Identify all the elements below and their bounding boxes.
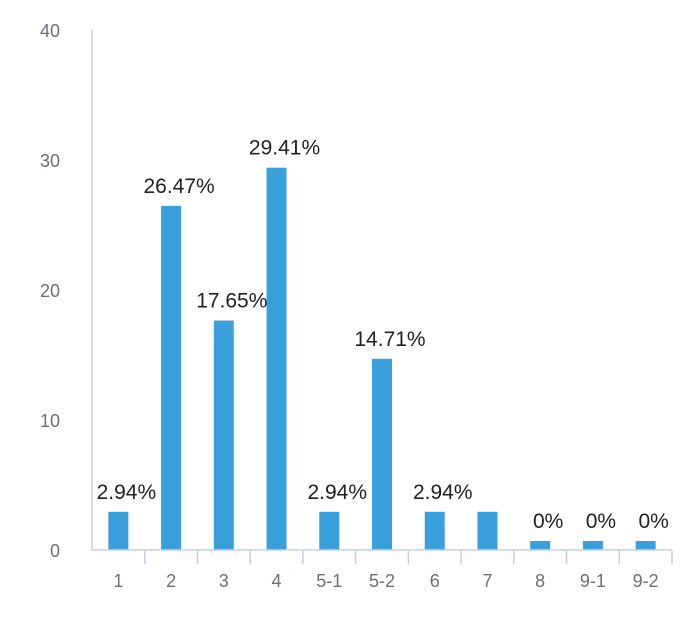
bar [108,511,129,550]
x-axis-ticks: 1 2 3 4 5-1 5-2 6 7 8 9-1 9-2 [113,550,673,591]
data-label: 2.94% [413,481,473,504]
data-label: 17.65% [196,290,267,313]
data-label: 29.41% [249,137,320,160]
bar [582,541,603,550]
x-tick-label: 7 [482,571,492,591]
bar [213,320,234,550]
x-tick-label: 9-1 [580,571,606,591]
data-label: 2.94% [307,481,367,504]
bars [108,167,656,551]
data-label: 0% [586,510,616,533]
x-tick-label: 8 [535,571,545,591]
data-labels: 2.94% 26.47% 17.65% 29.41% 2.94% 14.71% 2.94% 0… [97,137,669,533]
y-tick-label: 20 [40,281,60,301]
x-tick-label: 9-2 [633,571,659,591]
data-label: 0% [533,510,563,533]
y-tick-label: 10 [40,411,60,431]
x-tick-label: 1 [113,571,123,591]
bar [319,511,340,550]
x-tick-label: 5-2 [369,571,395,591]
x-tick-label: 5-1 [316,571,342,591]
y-tick-label: 40 [40,21,60,41]
bar [161,205,182,550]
bar [635,541,656,550]
x-tick-label: 4 [272,571,282,591]
x-tick-label: 3 [219,571,229,591]
bar [266,167,287,551]
bar [424,511,445,550]
data-label: 0% [638,510,668,533]
data-label: 26.47% [143,175,214,198]
bar [477,511,498,550]
y-tick-label: 0 [50,541,60,561]
y-axis-ticks: 0 10 20 30 40 [40,21,60,561]
x-tick-label: 2 [166,571,176,591]
data-label: 2.94% [97,481,157,504]
data-label: 14.71% [354,328,425,351]
bar [372,358,392,550]
x-tick-label: 6 [430,571,440,591]
bar [530,541,551,550]
y-tick-label: 30 [40,151,60,171]
